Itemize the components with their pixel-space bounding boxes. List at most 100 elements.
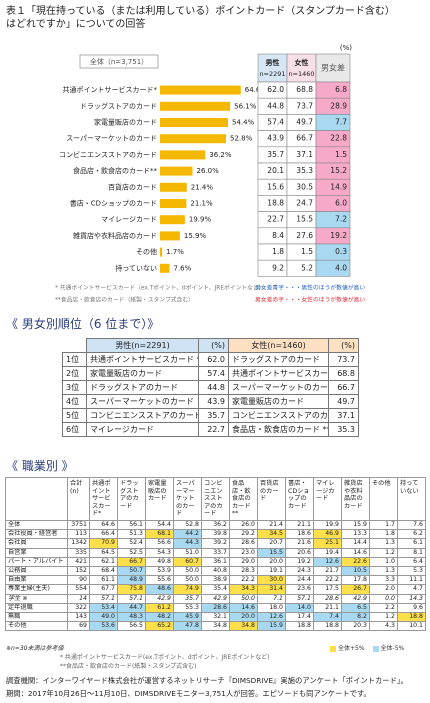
cell-value: 6.0: [335, 199, 347, 208]
male-value: 57.4: [198, 366, 229, 381]
row-n: 421: [67, 556, 90, 567]
cell-value: 37.1: [296, 150, 313, 159]
row-n: 90: [67, 575, 90, 586]
cell-value: 17.5: [313, 584, 342, 595]
note: ※n=30未満は参考値: [6, 645, 64, 652]
cell-value: 56.6: [145, 538, 174, 549]
legend-text: 全体-5%: [380, 645, 405, 652]
cell-value: 54.4: [145, 519, 174, 531]
cell-value: 42.9: [201, 593, 230, 604]
cell-value: 7.1: [257, 593, 286, 604]
cell-value: 44.8: [267, 101, 284, 110]
cell-value: 1.3: [369, 565, 398, 577]
cell-value: 24.7: [296, 199, 313, 208]
cell-value: 34.8: [229, 621, 258, 632]
cell-value: 48.3: [117, 611, 146, 623]
cell-value: 29.2: [229, 529, 258, 540]
cell-value: 67.7: [89, 584, 118, 595]
cell-value: 32.1: [201, 611, 230, 623]
legend-text: 全体+5%: [338, 645, 365, 652]
cell-value: 14.3: [397, 593, 426, 604]
cell-value: 68.8: [296, 85, 313, 94]
cell-value: 43.9: [267, 134, 284, 143]
cell-value: 50.7: [117, 565, 146, 577]
row-n: 335: [67, 547, 90, 558]
cell-value: 4.3: [369, 621, 398, 632]
value-label: 26.0%: [197, 167, 220, 175]
legend-swatch: [372, 645, 379, 652]
cell-value: 52.5: [117, 547, 146, 558]
female-value: 49.7: [328, 394, 359, 409]
cell-value: 20.7: [257, 538, 286, 549]
occupation-row: 学生 ※ 14 57.1 57.1 42.9 35.7 42.9 50.0 7.1 57.1 28.…: [5, 593, 426, 604]
cell-value: 19.2: [285, 556, 314, 567]
cell-value: 6.1: [397, 538, 426, 549]
cell-value: 52.4: [117, 538, 146, 549]
cell-value: 24.3: [285, 565, 314, 577]
cell-value: 22.2: [229, 575, 258, 586]
cell-value: 1.5: [335, 150, 347, 159]
category-label: ドラッグストアのカード: [80, 101, 157, 110]
rank: 2位: [62, 366, 87, 381]
value-label: 36.2%: [209, 151, 232, 159]
value-label: 56.1%: [234, 102, 257, 110]
male-value: 43.9: [198, 394, 229, 409]
value-label: 64.6%: [245, 86, 268, 94]
cell-value: 73.7: [296, 101, 313, 110]
header-row: 男性(n=2291) (%) 女性(n=1460) (%): [63, 338, 359, 353]
cell-value: 8.4: [272, 231, 284, 240]
cell-value: 18.8: [397, 611, 426, 623]
bar: [160, 134, 226, 144]
cell-value: 54.3: [145, 547, 174, 558]
cell-value: 15.2: [330, 166, 347, 175]
cell-value: 13.3: [341, 529, 370, 540]
male-value: 22.7: [198, 422, 229, 437]
cell-value: 1.2: [369, 547, 398, 558]
cell-value: 50.0: [173, 575, 202, 586]
cell-value: 68.4: [89, 565, 118, 577]
cell-value: 57.1: [285, 593, 314, 604]
cell-value: 8.1: [397, 547, 426, 558]
cell-value: 20.3: [341, 621, 370, 632]
cell: [315, 259, 351, 277]
cell-value: 15.5: [296, 215, 313, 224]
cell-value: 12.6: [257, 611, 286, 623]
legend-text: 男女差青字・・・男性のほうが数値が高い: [255, 284, 365, 292]
cell-value: 50.0: [229, 593, 258, 604]
cell-value: 18.8: [313, 621, 342, 632]
category-label: 共通ポイントサービスカード*: [63, 85, 158, 94]
occupation-row: 自営業 335 64.5 52.5 54.3 51.0 33.7 23.0 15.5 20.6 19…: [5, 547, 426, 558]
row-label: 専業主婦(主夫): [5, 584, 68, 595]
cell-value: 47.8: [173, 621, 202, 632]
header-cell: [257, 53, 288, 83]
cell-value: 21.1: [313, 602, 342, 613]
column-header: 家電量販店のカード: [145, 477, 174, 521]
cell-value: 22.2: [313, 575, 342, 586]
cell-value: 34.5: [257, 529, 286, 540]
occupation-row: 全体 3751 64.6 56.1 54.4 52.8 36.2 26.0 21.4 21.1 19…: [5, 519, 426, 531]
cell-value: 1.8: [369, 529, 398, 540]
cell-value: 18.0: [257, 602, 286, 613]
cell-value: 24.4: [285, 575, 314, 586]
cell-value: 42.9: [341, 593, 370, 604]
cell-value: 56.5: [117, 621, 146, 632]
male-name: マイレージカード: [86, 422, 199, 437]
rank: 5位: [62, 408, 87, 423]
cell-value: 53.6: [89, 621, 118, 632]
cell-value: 28.6: [201, 602, 230, 613]
cell-value: 19.9: [313, 519, 342, 531]
cell-value: 35.3: [296, 166, 313, 175]
bar: [160, 263, 170, 273]
cell-value: 45.9: [173, 611, 202, 623]
cell-value: 19.2: [330, 231, 347, 240]
note: * 共通ポイントサービスカード(ex.Tポイント、dポイント、JREポイントなど…: [60, 654, 270, 661]
column-header: 食品店・飲食店のカード**: [229, 477, 258, 521]
cell-value: 15.6: [267, 182, 284, 191]
cell-value: 34.3: [229, 584, 258, 595]
cell-value: 9.2: [272, 263, 284, 272]
cell-value: 9.6: [397, 602, 426, 613]
female-name: スーパーマーケットのカード: [228, 380, 329, 395]
column-header: 雑貨店や衣料品店のカード: [341, 477, 370, 521]
row-n: 1342: [67, 538, 90, 549]
column-header: スーパーマーケットのカード: [173, 477, 202, 521]
